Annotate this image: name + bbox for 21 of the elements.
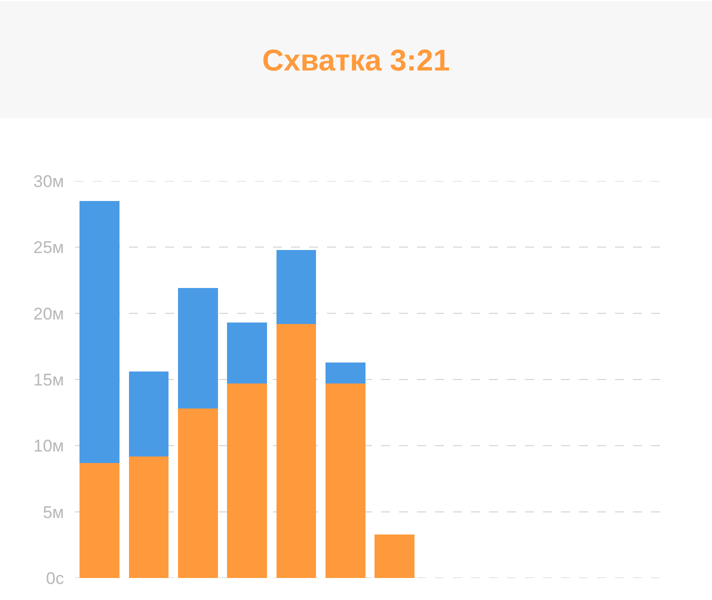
y-tick-label: 25м (33, 238, 64, 258)
bar (178, 408, 218, 578)
y-tick-label: 10м (33, 436, 64, 456)
bar (178, 288, 218, 409)
y-tick-label: 15м (33, 370, 64, 390)
bar (128, 372, 169, 456)
y-tick-label: 20м (33, 304, 64, 324)
bar (128, 456, 169, 578)
bar (276, 250, 316, 324)
bar (80, 462, 120, 578)
y-tick-label: 5м (42, 502, 64, 522)
bar (326, 362, 366, 384)
y-tick-label: 0с (46, 568, 64, 588)
bar (374, 534, 414, 578)
bar (276, 324, 316, 578)
bar (326, 383, 366, 578)
y-tick-label: 30м (33, 172, 64, 191)
chart-title: Схватка 3:21 (262, 44, 450, 78)
bar (227, 383, 267, 578)
bar (80, 200, 120, 463)
bar (227, 322, 267, 384)
